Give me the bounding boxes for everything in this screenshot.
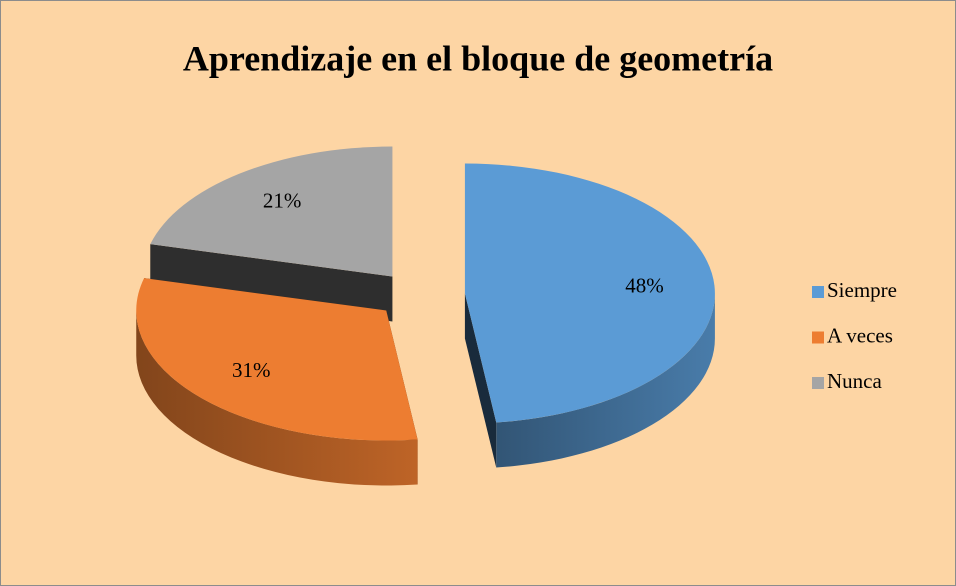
chart-title: Aprendizaje en el bloque de geometría xyxy=(183,38,773,78)
data-label: 48% xyxy=(625,273,664,297)
pie-slice xyxy=(464,163,715,468)
legend-swatch xyxy=(812,377,824,389)
slice-rim xyxy=(136,310,418,486)
legend-label: A veces xyxy=(827,323,893,347)
legend-label: Nunca xyxy=(827,369,882,393)
data-label: 21% xyxy=(263,188,302,212)
slice-side-wall xyxy=(150,244,393,322)
slice-side-wall xyxy=(464,293,497,468)
legend-swatch xyxy=(812,286,824,298)
slice-rim xyxy=(496,293,715,468)
pie-slice xyxy=(136,278,418,486)
pie-slice xyxy=(150,146,393,322)
slice-top xyxy=(150,146,393,277)
slice-top xyxy=(136,278,418,441)
legend-label: Siempre xyxy=(827,278,897,302)
legend-swatch xyxy=(812,331,824,344)
data-label: 31% xyxy=(232,358,271,382)
slice-top xyxy=(464,163,715,423)
